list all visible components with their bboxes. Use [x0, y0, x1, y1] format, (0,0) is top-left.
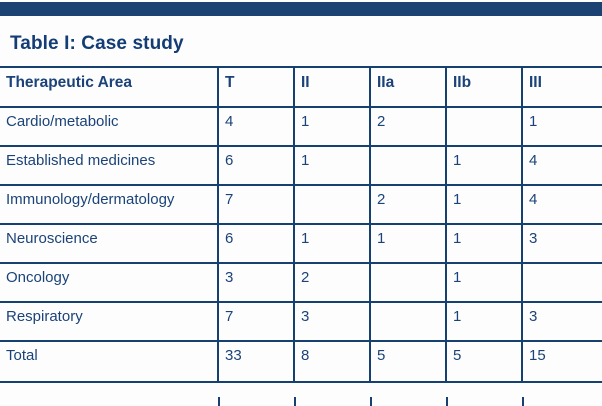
cell-iii: 4	[521, 145, 602, 186]
cell-ii: 1	[293, 145, 371, 186]
cell-iii: 3	[521, 223, 602, 264]
column-rule-stub	[522, 397, 524, 406]
table-header-row: Therapeutic Area T II IIa IIb III	[0, 66, 602, 108]
cell-iia	[369, 262, 447, 303]
cell-iia: 2	[369, 184, 447, 225]
cell-area: Neuroscience	[0, 223, 219, 264]
cell-t: 7	[217, 184, 295, 225]
column-rule-stub	[370, 397, 372, 406]
cell-area: Total	[0, 340, 219, 383]
cell-area: Immunology/dermatology	[0, 184, 219, 225]
cell-iia: 1	[369, 223, 447, 264]
top-divider-bar	[0, 2, 602, 16]
column-header-iib: IIb	[445, 66, 523, 108]
column-header-t: T	[217, 66, 295, 108]
cell-iib: 5	[445, 340, 523, 383]
cell-iib	[445, 106, 523, 147]
cell-iia: 5	[369, 340, 447, 383]
page-title: Table I: Case study	[10, 33, 184, 54]
table-row: Cardio/metabolic 4 1 2 1	[0, 106, 602, 147]
cell-area: Cardio/metabolic	[0, 106, 219, 147]
cell-ii: 3	[293, 301, 371, 342]
cell-iia: 2	[369, 106, 447, 147]
cell-iia	[369, 301, 447, 342]
column-rule-stub	[446, 397, 448, 406]
case-study-table: Therapeutic Area T II IIa IIb III Cardio…	[0, 66, 602, 383]
cell-ii: 2	[293, 262, 371, 303]
cell-ii: 1	[293, 223, 371, 264]
table-row: Oncology 3 2 1	[0, 262, 602, 303]
cell-t: 6	[217, 145, 295, 186]
column-header-ii: II	[293, 66, 371, 108]
cell-area: Established medicines	[0, 145, 219, 186]
cell-t: 7	[217, 301, 295, 342]
cell-t: 6	[217, 223, 295, 264]
cell-ii	[293, 184, 371, 225]
cell-area: Oncology	[0, 262, 219, 303]
cell-t: 4	[217, 106, 295, 147]
cell-iii	[521, 262, 602, 303]
cell-ii: 8	[293, 340, 371, 383]
cell-iib: 1	[445, 262, 523, 303]
cell-iii: 4	[521, 184, 602, 225]
column-rule-stub	[218, 397, 220, 406]
column-header-iii: III	[521, 66, 602, 108]
column-rule-stub	[294, 397, 296, 406]
cell-iib: 1	[445, 301, 523, 342]
cell-ii: 1	[293, 106, 371, 147]
cell-iii: 1	[521, 106, 602, 147]
cell-iib: 1	[445, 184, 523, 225]
cell-t: 3	[217, 262, 295, 303]
cell-iib: 1	[445, 145, 523, 186]
cell-iib: 1	[445, 223, 523, 264]
cell-iii: 3	[521, 301, 602, 342]
table-row: Neuroscience 6 1 1 1 3	[0, 223, 602, 264]
cell-area: Respiratory	[0, 301, 219, 342]
column-header-iia: IIa	[369, 66, 447, 108]
table-row: Established medicines 6 1 1 4	[0, 145, 602, 186]
cell-iia	[369, 145, 447, 186]
table-row-total: Total 33 8 5 5 15	[0, 340, 602, 383]
column-header-therapeutic-area: Therapeutic Area	[0, 66, 219, 108]
cell-t: 33	[217, 340, 295, 383]
table-row: Respiratory 7 3 1 3	[0, 301, 602, 342]
cell-iii: 15	[521, 340, 602, 383]
table-row: Immunology/dermatology 7 2 1 4	[0, 184, 602, 225]
